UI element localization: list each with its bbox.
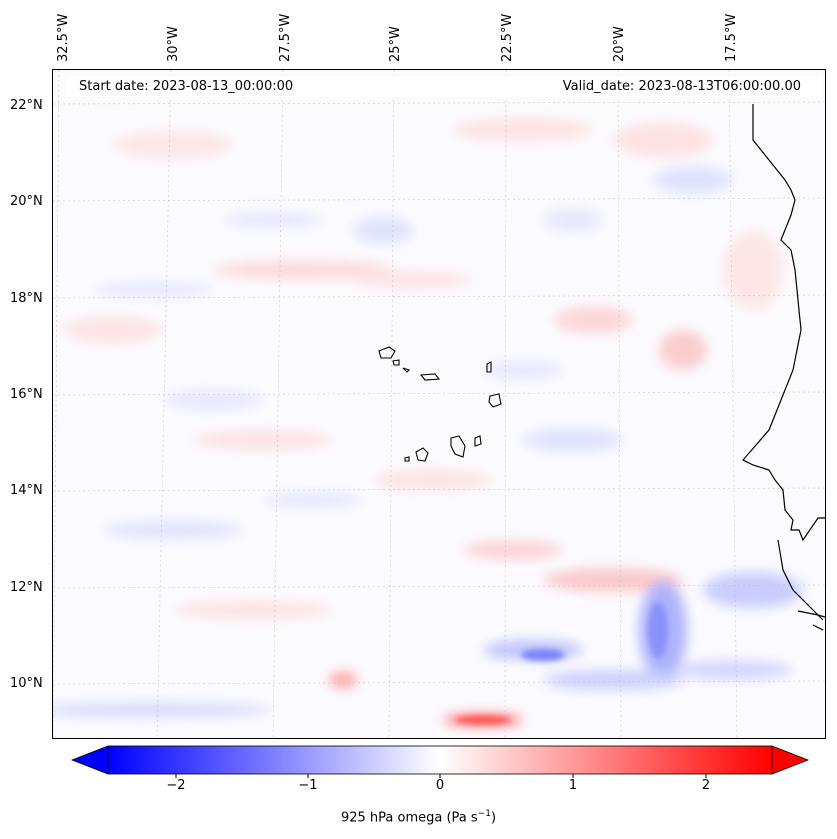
lat-label-18n: 18°N	[10, 291, 43, 306]
lon-label-25w: 25°W	[388, 26, 403, 62]
colorbar-tick-1: 1	[568, 778, 578, 793]
lon-label-17-5w: 17.5°W	[724, 13, 739, 62]
lat-label-16n: 16°N	[10, 387, 43, 402]
colorbar-label-tail: )	[490, 810, 497, 826]
colorbar-label-exponent: −1	[477, 809, 491, 819]
islands	[378, 346, 502, 462]
gridlines	[53, 70, 825, 738]
lat-label-20n: 20°N	[10, 194, 43, 209]
lat-label-14n: 14°N	[10, 483, 43, 498]
colorbar-tick-minus-1: −1	[298, 778, 318, 793]
colorbar	[70, 745, 810, 778]
lon-label-32-5w: 32.5°W	[56, 13, 71, 62]
colorbar-label-main: 925 hPa omega (Pa s	[340, 810, 478, 826]
omega-field	[53, 70, 825, 738]
colorbar-tick-0: 0	[435, 778, 445, 793]
lon-label-22-5w: 22.5°W	[500, 13, 515, 62]
valid-date-text: Valid_date: 2023-08-13T06:00:00.00	[562, 79, 801, 94]
colorbar-tick-2: 2	[701, 778, 711, 793]
map-panel: Start date: 2023-08-13_00:00:00 Valid_da…	[52, 69, 826, 739]
lat-label-10n: 10°N	[10, 676, 43, 691]
lat-label-22n: 22°N	[10, 98, 43, 113]
lon-label-27-5w: 27.5°W	[278, 13, 293, 62]
coastline	[742, 104, 825, 631]
lon-label-20w: 20°W	[612, 26, 627, 62]
colorbar-label: 925 hPa omega (Pa s−1)	[0, 809, 837, 825]
lon-label-30w: 30°W	[166, 26, 181, 62]
colorbar-tick-minus-2: −2	[166, 778, 186, 793]
lat-label-12n: 12°N	[10, 580, 43, 595]
start-date-text: Start date: 2023-08-13_00:00:00	[79, 79, 294, 94]
